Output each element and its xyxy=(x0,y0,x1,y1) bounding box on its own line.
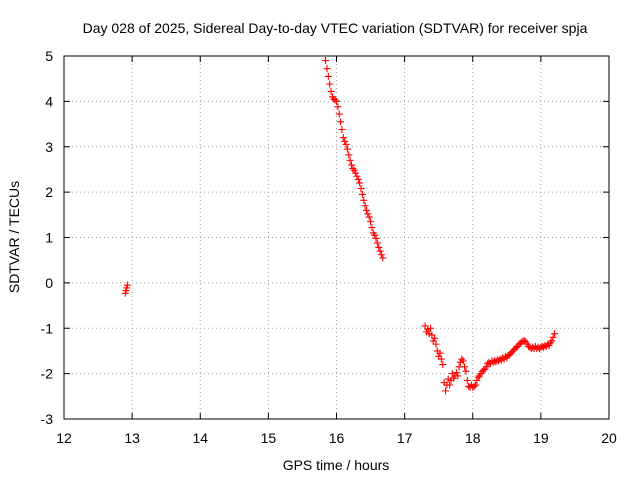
y-tick-label: 0 xyxy=(45,275,53,291)
data-point xyxy=(462,367,470,375)
x-tick-label: 12 xyxy=(56,430,72,446)
data-point xyxy=(346,156,354,164)
data-point xyxy=(343,145,351,153)
chart-title: Day 028 of 2025, Sidereal Day-to-day VTE… xyxy=(83,20,588,36)
data-point xyxy=(338,126,346,134)
data-point xyxy=(461,363,469,371)
x-tick-label: 15 xyxy=(261,430,277,446)
data-point xyxy=(354,175,362,183)
data-point xyxy=(331,96,339,104)
data-point xyxy=(337,118,345,126)
y-tick-label: 5 xyxy=(45,48,53,64)
data-point xyxy=(362,206,370,214)
x-tick-label: 13 xyxy=(124,430,140,446)
data-point xyxy=(335,110,343,118)
data-point xyxy=(339,134,347,142)
x-tick-label: 18 xyxy=(465,430,481,446)
data-point xyxy=(463,376,471,384)
y-tick-label: -2 xyxy=(41,366,54,382)
data-point xyxy=(334,103,342,111)
data-point xyxy=(432,340,440,348)
data-point xyxy=(353,172,361,180)
x-tick-label: 14 xyxy=(192,430,208,446)
grid xyxy=(64,56,609,419)
data-point xyxy=(431,334,439,342)
data-point xyxy=(324,72,332,80)
y-tick-label: 4 xyxy=(45,93,53,109)
y-tick-label: 3 xyxy=(45,139,53,155)
data-point xyxy=(358,190,366,198)
data-point xyxy=(341,137,349,145)
y-tick-label: 1 xyxy=(45,230,53,246)
data-point xyxy=(473,376,481,384)
x-tick-label: 17 xyxy=(397,430,413,446)
y-tick-label: 2 xyxy=(45,184,53,200)
data-point xyxy=(357,184,365,192)
data-point xyxy=(372,234,380,242)
data-point xyxy=(361,202,369,210)
data-point xyxy=(373,239,381,247)
data-point xyxy=(365,213,373,221)
data-point xyxy=(549,333,557,341)
data-point xyxy=(377,251,385,259)
data-point xyxy=(436,349,444,357)
y-axis-label: SDTVAR / TECUs xyxy=(6,181,22,293)
data-point xyxy=(342,140,350,148)
data-point xyxy=(333,97,340,105)
x-axis-label: GPS time / hours xyxy=(283,457,390,473)
data-point xyxy=(452,369,460,377)
data-point xyxy=(551,330,558,338)
data-point xyxy=(442,387,449,395)
data-point xyxy=(347,161,355,169)
data-point xyxy=(376,247,384,255)
data-point xyxy=(379,254,387,262)
y-tick-label: -1 xyxy=(41,320,54,336)
data-point xyxy=(437,355,445,363)
data-point xyxy=(326,80,334,88)
data-point xyxy=(123,281,131,289)
data-point xyxy=(360,196,368,204)
data-point xyxy=(323,65,331,73)
data-point xyxy=(371,231,379,239)
data-point xyxy=(427,324,435,332)
plot-frame xyxy=(63,55,610,420)
data-point xyxy=(439,361,447,369)
data-point xyxy=(368,224,376,232)
data-point xyxy=(367,218,375,226)
data-point xyxy=(364,210,372,218)
data-point xyxy=(327,87,335,95)
data-point xyxy=(356,179,364,187)
data-point xyxy=(322,57,330,65)
y-tick-label: -3 xyxy=(41,411,54,427)
data-point xyxy=(446,381,454,389)
x-tick-label: 19 xyxy=(533,430,549,446)
data-point xyxy=(352,169,360,177)
data-point xyxy=(345,151,353,159)
data-point xyxy=(470,382,478,390)
data-point xyxy=(471,381,479,389)
data-point xyxy=(458,355,466,363)
x-tick-label: 16 xyxy=(329,430,345,446)
data-point xyxy=(459,357,467,365)
data-point xyxy=(474,373,482,381)
x-tick-label: 20 xyxy=(601,430,617,446)
data-point xyxy=(548,337,556,345)
data-point xyxy=(454,372,462,380)
data-series xyxy=(121,57,558,395)
data-point xyxy=(482,363,490,371)
data-point xyxy=(375,243,383,251)
